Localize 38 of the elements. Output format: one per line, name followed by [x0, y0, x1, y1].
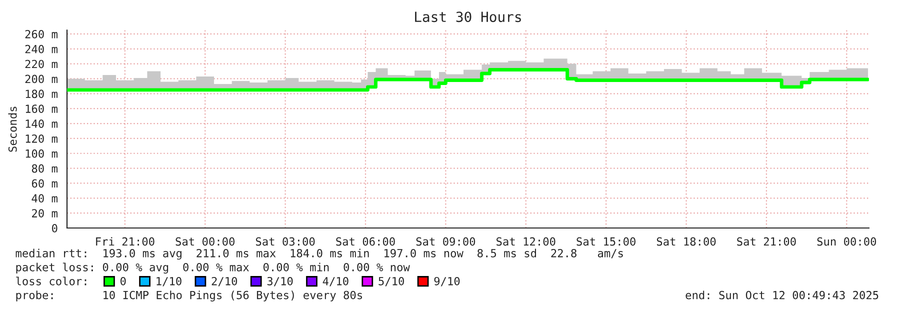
- legend-label: 4/10: [322, 276, 348, 286]
- chart-title: Last 30 Hours: [415, 12, 521, 22]
- y-axis-title: Seconds: [8, 106, 17, 152]
- text: packet loss: 0.00 % avg 0.00 % max 0.00 % min 0.00 % now: [16, 262, 410, 274]
- x-tick-label: Sat 21:00: [737, 237, 796, 246]
- legend-label: 0: [120, 276, 126, 286]
- y-tick-label: 120 m: [26, 134, 58, 143]
- x-tick-label: Sat 06:00: [336, 237, 395, 246]
- x-tick-label: Sat 09:00: [416, 237, 476, 246]
- y-tick-label: 200 m: [25, 74, 58, 84]
- x-tick-label: Sat 12:00: [496, 237, 556, 246]
- y-tick-label: 160 m: [26, 104, 58, 113]
- legend-label: 2/10: [212, 276, 238, 286]
- x-tick-label: Sun 00:00: [817, 237, 876, 246]
- y-tick-label: 0: [52, 224, 58, 232]
- y-tick-label: 40 m: [32, 194, 58, 203]
- text: median rtt: 193.0 ms avg 211.0 ms max 184.0 ms min 197.0 ms now 8.5 ms sd 22.8 am/s: [16, 248, 623, 260]
- legend-label: 1/10: [156, 276, 182, 286]
- y-tick-label: 240 m: [25, 44, 58, 54]
- text: end: Sun Oct 12 00:49:43 2025: [686, 290, 878, 300]
- y-tick-label: 100 m: [26, 149, 58, 158]
- legend-label: 5/10: [378, 276, 404, 286]
- text: probe: 10 ICMP Echo Pings (56 Bytes) every 80s: [16, 290, 362, 302]
- y-tick-label: 60 m: [32, 179, 58, 188]
- legend-title: loss color:: [16, 276, 86, 286]
- x-tick-label: Sat 15:00: [576, 237, 636, 246]
- y-tick-label: 20 m: [32, 209, 58, 218]
- y-tick-label: 140 m: [26, 120, 58, 128]
- x-tick-label: Sat 03:00: [256, 237, 315, 246]
- y-tick-label: 80 m: [32, 164, 58, 173]
- x-tick-label: Fri 21:00: [96, 237, 154, 246]
- y-tick-label: 180 m: [26, 90, 58, 98]
- y-tick-label: 260 m: [25, 30, 58, 38]
- x-tick-label: Sat 18:00: [656, 237, 716, 246]
- x-tick-label: Sat 00:00: [176, 237, 234, 246]
- y-tick-label: 220 m: [25, 60, 58, 68]
- legend-label: 9/10: [434, 276, 460, 286]
- legend-label: 3/10: [267, 276, 293, 286]
